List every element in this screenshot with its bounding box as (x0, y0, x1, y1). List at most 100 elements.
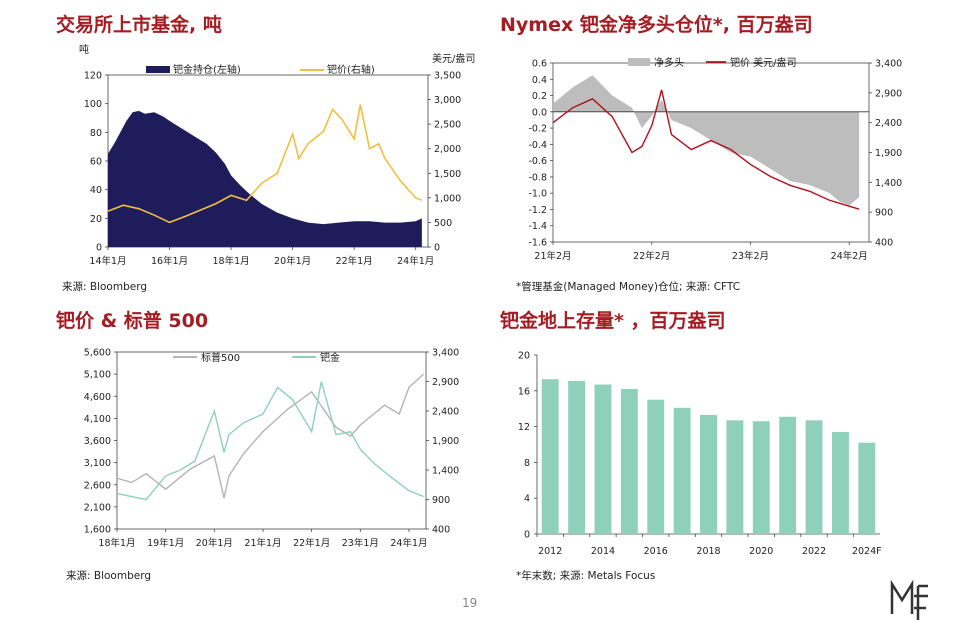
etf-right-tick-label: 1,500 (434, 169, 461, 180)
stock-bar-2016 (647, 399, 665, 534)
etf-x-tick-label: 14年1月 (89, 255, 126, 267)
stock-bar-2013 (568, 380, 586, 534)
sp-left-tick-label: 1,600 (84, 525, 111, 536)
sp-right-tick-label: 2,900 (432, 377, 459, 388)
nymex-legend-net-long-swatch (628, 58, 650, 66)
stock-y-tick-label: 4 (524, 494, 530, 505)
nymex-legend-price-label: 钯价 美元/盎司 (730, 56, 797, 69)
nymex-x-tick-label: 22年2月 (633, 250, 670, 262)
nymex-left-tick-label: -1.4 (528, 221, 547, 232)
etf-holdings-area (108, 110, 422, 247)
nymex-right-tick-label: 2,400 (875, 118, 902, 129)
etf-left-tick-label: 60 (90, 157, 102, 168)
nymex-left-tick-label: -1.6 (528, 238, 547, 249)
sp-legend-index-label: 标普500 (201, 351, 240, 364)
sp-left-tick-label: 3,600 (84, 436, 111, 447)
sp-left-tick-label: 5,600 (84, 348, 111, 359)
sp-x-tick-label: 21年1月 (244, 537, 281, 549)
stock-x-tick-label: 2016 (644, 546, 668, 557)
page-number: 19 (462, 596, 478, 610)
etf-left-tick-label: 20 (90, 214, 102, 225)
sp-legend-palladium-label: 钯金 (320, 351, 340, 364)
etf-legend-holdings-swatch (146, 66, 170, 73)
sp-x-tick-label: 24年1月 (390, 537, 427, 549)
nymex-right-tick-label: 1,400 (875, 178, 902, 189)
mf-logo-icon (890, 579, 928, 620)
sp-source: 来源: Bloomberg (66, 570, 151, 582)
etf-right-tick-label: 0 (434, 243, 440, 254)
stock-bar-2021 (779, 416, 797, 534)
sp-right-tick-label: 2,400 (432, 407, 459, 418)
etf-right-tick-label: 3,000 (434, 95, 461, 106)
nymex-source: *管理基金(Managed Money)仓位; 来源: CFTC (516, 281, 741, 293)
nymex-x-tick-label: 24年2月 (831, 250, 868, 262)
stock-chart-title: 钯金地上存量* ，百万盎司 (500, 310, 726, 332)
stock-x-tick-label: 2014 (591, 546, 615, 557)
sp-chart-title: 钯价 & 标普 500 (56, 310, 209, 332)
nymex-net-long-area (553, 75, 860, 206)
stock-bar-2024F (858, 442, 876, 534)
stock-y-tick-label: 16 (518, 386, 530, 397)
nymex-left-tick-label: 0.4 (532, 75, 547, 86)
etf-left-tick-label: 100 (84, 99, 102, 110)
stock-x-tick-label: 2018 (696, 546, 720, 557)
nymex-left-tick-label: -1.2 (528, 205, 547, 216)
stock-y-tick-label: 0 (524, 530, 530, 541)
sp-x-tick-label: 18年1月 (98, 537, 135, 549)
nymex-chart-title: Nymex 钯金净多头仓位*, 百万盎司 (500, 14, 813, 36)
sp-palladium-line (116, 381, 424, 501)
etf-x-tick-label: 24年1月 (397, 255, 434, 267)
sp-left-tick-label: 2,100 (84, 502, 111, 513)
etf-legend-holdings-label: 钯金持仓(左轴) (173, 63, 241, 76)
stock-source: *年末数; 来源: Metals Focus (516, 570, 656, 582)
sp-right-tick-label: 900 (432, 495, 450, 506)
nymex-price-line (552, 89, 860, 210)
etf-right-tick-label: 1,000 (434, 193, 461, 204)
nymex-right-tick-label: 1,900 (875, 148, 902, 159)
nymex-left-tick-label: 0.2 (532, 91, 547, 102)
sp-left-tick-label: 5,100 (84, 370, 111, 381)
etf-left-tick-label: 40 (90, 185, 102, 196)
nymex-right-tick-label: 2,900 (875, 88, 902, 99)
stock-y-tick-label: 12 (518, 422, 530, 433)
nymex-left-tick-label: -0.4 (528, 140, 547, 151)
nymex-left-tick-label: -0.6 (528, 156, 547, 167)
etf-x-tick-label: 16年1月 (151, 255, 188, 267)
etf-right-tick-label: 3,500 (434, 71, 461, 82)
sp-left-tick-label: 2,600 (84, 480, 111, 491)
stock-bar-2023 (831, 431, 849, 534)
etf-chart-title: 交易所上市基金, 吨 (56, 14, 222, 36)
sp-right-tick-label: 3,400 (432, 348, 459, 359)
sp-right-tick-label: 400 (432, 525, 450, 536)
etf-legend-price-label: 钯价(右轴) (327, 63, 375, 76)
nymex-right-tick-label: 900 (875, 208, 893, 219)
stock-bar-2012 (541, 379, 559, 534)
stock-y-tick-label: 20 (518, 351, 530, 362)
nymex-left-tick-label: -0.2 (528, 124, 547, 135)
etf-right-tick-label: 2,000 (434, 144, 461, 155)
sp-x-tick-label: 22年1月 (293, 537, 330, 549)
etf-right-tick-label: 2,500 (434, 120, 461, 131)
etf-x-tick-label: 18年1月 (213, 255, 250, 267)
etf-source: 来源: Bloomberg (62, 281, 147, 293)
sp-x-tick-label: 23年1月 (342, 537, 379, 549)
stock-bar-2022 (805, 420, 823, 534)
stock-bar-2020 (752, 421, 770, 534)
stock-x-tick-label: 2020 (749, 546, 773, 557)
nymex-legend-net-long-label: 净多头 (654, 56, 684, 69)
stock-x-tick-label: 2022 (802, 546, 826, 557)
nymex-left-tick-label: 0.0 (532, 107, 547, 118)
stock-y-tick-label: 8 (524, 458, 530, 469)
sp-x-tick-label: 20年1月 (196, 537, 233, 549)
nymex-x-tick-label: 23年2月 (732, 250, 769, 262)
etf-left-tick-label: 80 (90, 128, 102, 139)
stock-bar-2019 (726, 420, 744, 534)
nymex-left-tick-label: 0.6 (532, 59, 547, 70)
sp-x-tick-label: 19年1月 (147, 537, 184, 549)
etf-right-tick-label: 500 (434, 218, 452, 229)
nymex-left-tick-label: -1.0 (528, 189, 547, 200)
sp-left-tick-label: 4,600 (84, 392, 111, 403)
etf-left-tick-label: 0 (96, 243, 102, 254)
stock-bar-2018 (700, 414, 717, 534)
